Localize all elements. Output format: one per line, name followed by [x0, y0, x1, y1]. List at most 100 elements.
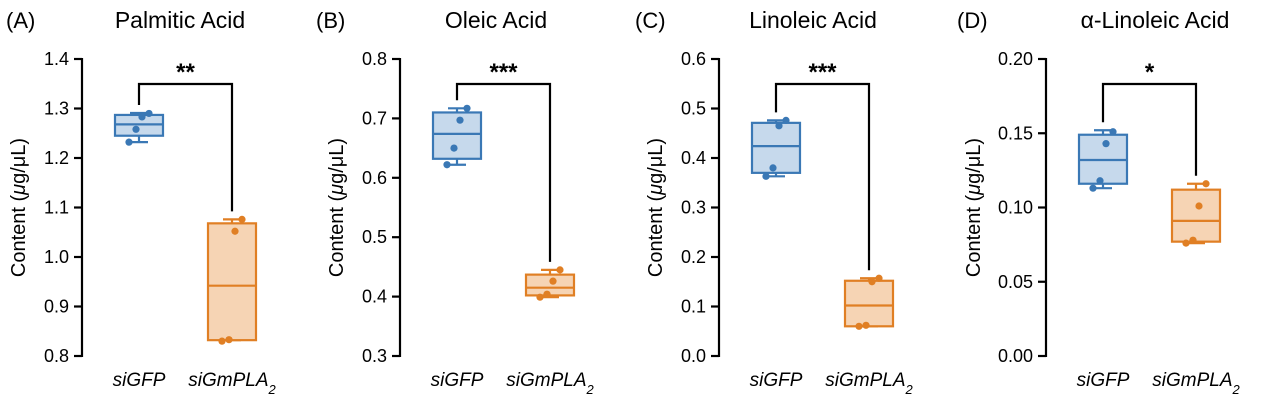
y-tick-label: 0.8	[44, 346, 69, 366]
significance-bracket	[137, 82, 234, 212]
y-tick-label: 0.00	[998, 346, 1033, 366]
data-point	[443, 161, 451, 169]
data-point	[769, 164, 777, 172]
x-category-label: siGmPLA2	[825, 370, 913, 397]
box-siGFP	[750, 116, 802, 180]
y-axis-label: Content (μg/μL)	[963, 138, 985, 277]
data-point	[1102, 140, 1110, 148]
y-axis-label: Content (μg/μL)	[8, 138, 30, 277]
panel-title: Palmitic Acid	[115, 7, 245, 33]
significance-stars: **	[176, 59, 195, 86]
significance-stars: ***	[489, 59, 518, 86]
box-iqr	[1170, 188, 1222, 243]
data-point	[556, 266, 564, 274]
data-point	[145, 109, 153, 118]
y-tick-label: 0.8	[362, 49, 387, 69]
y-axis-label: Content (μg/μL)	[645, 138, 667, 277]
y-tick-label: 0.7	[362, 108, 387, 128]
y-tick-label: 0.9	[44, 297, 69, 317]
data-point	[231, 227, 239, 235]
y-tick-label: 0.2	[681, 247, 706, 267]
panel-2: (B) Oleic Acid 0.3 0.4 0.5 0.6 0.7 0.8 Content (…	[316, 7, 595, 397]
box-siGmPLA2	[524, 266, 576, 301]
data-point	[868, 278, 876, 286]
x-category-label: siGFP	[1077, 370, 1130, 391]
box-siGmPLA2	[206, 215, 258, 345]
panel-letter: (D)	[957, 8, 988, 33]
data-point	[862, 321, 870, 329]
y-tick-label: 1.2	[44, 148, 69, 168]
y-tick-label: 0.0	[681, 346, 706, 366]
y-tick-label: 0.15	[998, 123, 1033, 143]
y-tick-label: 1.0	[44, 247, 69, 267]
panel-title: Oleic Acid	[445, 7, 547, 33]
y-tick-label: 0.6	[362, 168, 387, 188]
panel-3: (C) Linoleic Acid 0.0 0.1 0.2 0.3 0.4 0.5 0.6 Con…	[635, 7, 914, 397]
significance-bracket	[455, 82, 552, 262]
panel-letter: (A)	[6, 8, 35, 33]
data-point	[456, 116, 464, 124]
x-category-label: siGmPLA2	[188, 370, 276, 397]
significance-bracket	[1101, 82, 1198, 176]
x-category-label: siGmPLA2	[506, 370, 594, 397]
data-point	[1109, 128, 1117, 136]
y-tick-label: 1.3	[44, 99, 69, 119]
data-point	[543, 290, 551, 298]
x-category-label: siGFP	[750, 370, 803, 391]
data-point	[463, 104, 471, 112]
data-point	[1189, 236, 1197, 244]
x-category-label: siGFP	[431, 370, 484, 391]
box-iqr	[750, 121, 802, 174]
data-point	[1182, 239, 1190, 247]
y-tick-label: 0.1	[681, 297, 706, 317]
box-siGmPLA2	[1170, 180, 1222, 247]
data-point	[218, 337, 226, 345]
box-siGFP	[113, 109, 165, 146]
y-tick-label: 0.6	[681, 49, 706, 69]
significance-stars: ***	[808, 59, 837, 86]
data-point	[238, 215, 246, 223]
data-point	[450, 144, 458, 152]
panel-1: (A) Palmitic Acid 0.8 0.9 1.0 1.1 1.2 1.3 1.4 Con…	[6, 7, 277, 397]
y-tick-label: 0.3	[681, 198, 706, 218]
box-siGFP	[1077, 128, 1129, 192]
data-point	[782, 116, 790, 124]
box-iqr	[843, 279, 895, 328]
data-point	[1089, 184, 1097, 192]
panel-title: α-Linoleic Acid	[1081, 7, 1230, 33]
data-point	[775, 122, 783, 130]
y-tick-label: 1.4	[44, 49, 69, 69]
significance-stars: *	[1145, 59, 1155, 86]
data-point	[762, 172, 770, 180]
data-point	[132, 125, 140, 133]
y-tick-label: 0.05	[998, 272, 1033, 292]
data-point	[1195, 202, 1203, 210]
y-tick-label: 0.4	[362, 287, 387, 307]
data-point	[875, 274, 883, 282]
data-point	[225, 336, 233, 344]
panel-4: (D) α-Linoleic Acid 0.00 0.05 0.10 0.15 0.20 Co…	[957, 7, 1241, 397]
y-tick-label: 0.10	[998, 198, 1033, 218]
data-point	[549, 277, 557, 285]
data-point	[855, 322, 863, 330]
panel-letter: (C)	[635, 8, 666, 33]
x-category-label: siGFP	[113, 370, 166, 391]
y-tick-label: 0.20	[998, 49, 1033, 69]
data-point	[138, 113, 146, 121]
panel-letter: (B)	[316, 8, 345, 33]
box-iqr	[206, 222, 258, 342]
panel-title: Linoleic Acid	[749, 7, 877, 33]
y-tick-label: 0.5	[681, 99, 706, 119]
data-point	[1202, 180, 1210, 188]
significance-bracket	[774, 82, 871, 271]
data-point	[1096, 177, 1104, 185]
y-tick-label: 0.4	[681, 148, 706, 168]
box-siGmPLA2	[843, 274, 895, 330]
x-category-label: siGmPLA2	[1152, 370, 1240, 397]
y-tick-label: 0.3	[362, 346, 387, 366]
data-point	[125, 138, 133, 146]
y-tick-label: 1.1	[44, 198, 69, 218]
box-siGFP	[431, 104, 483, 169]
y-axis-label: Content (μg/μL)	[326, 138, 348, 277]
